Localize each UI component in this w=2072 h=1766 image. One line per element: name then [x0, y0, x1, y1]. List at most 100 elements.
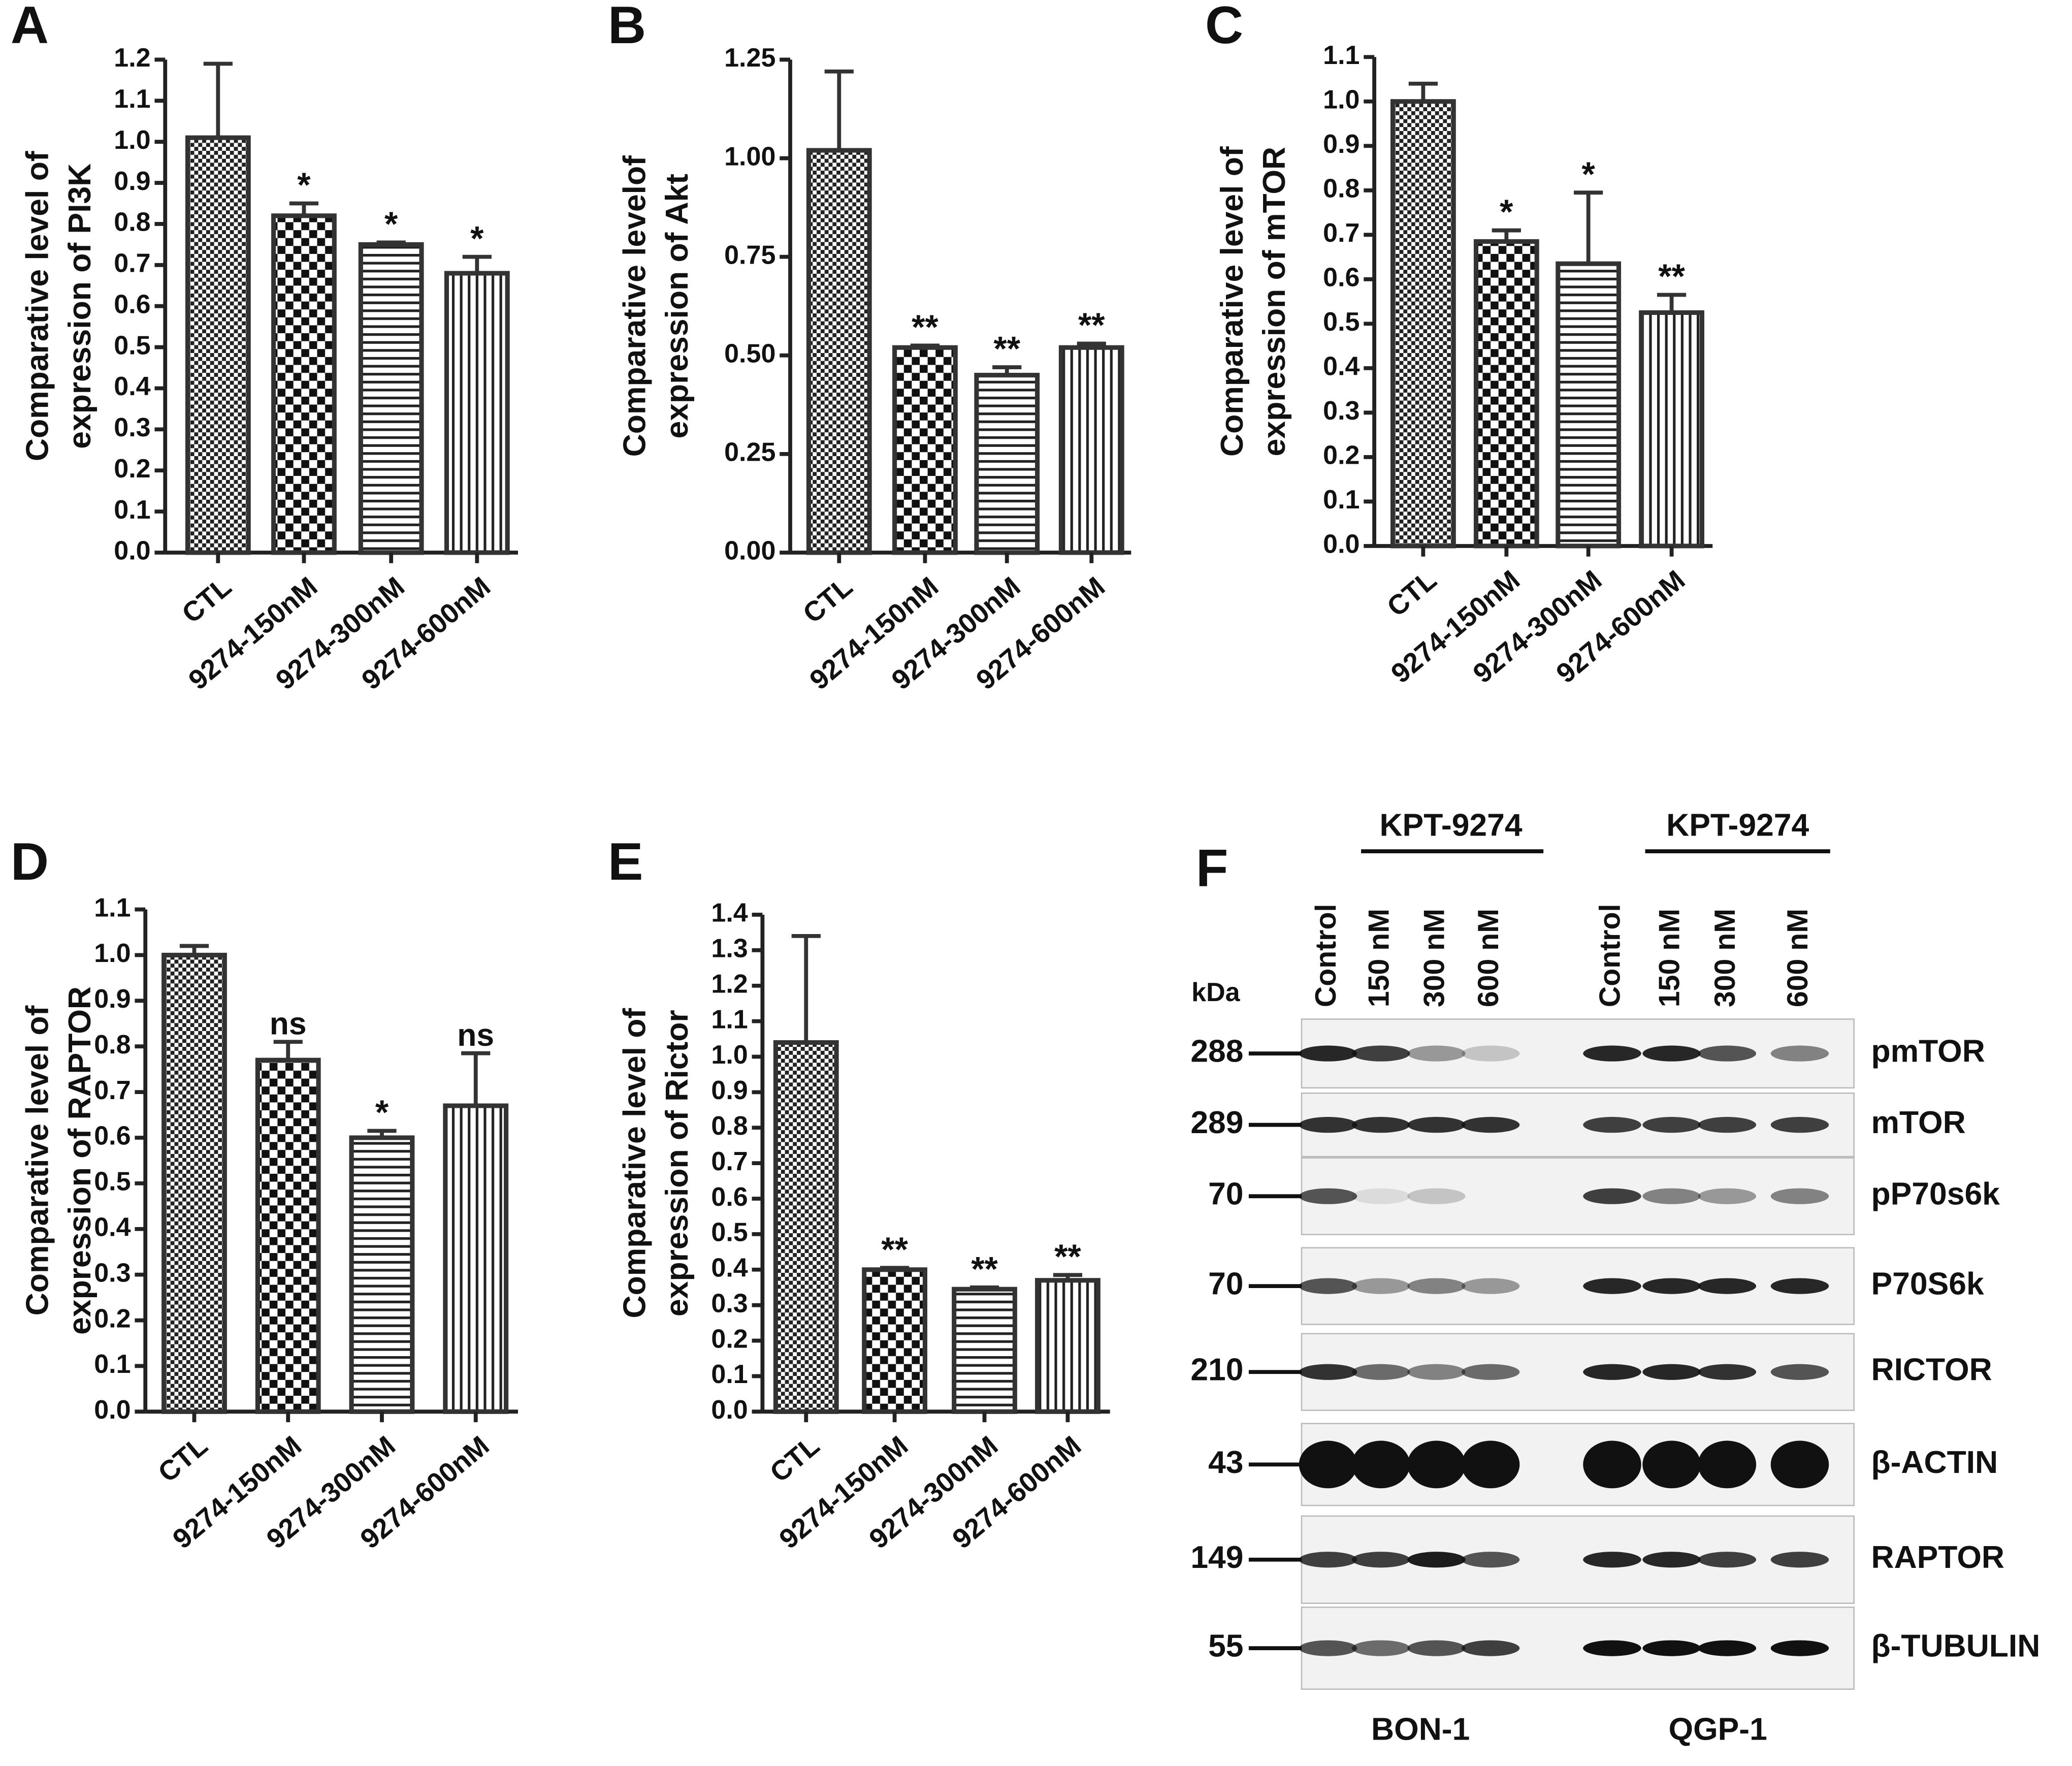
significance-label: * — [1581, 155, 1595, 194]
blot-band — [1698, 1640, 1757, 1656]
blot-band — [1407, 1552, 1466, 1568]
blot-band — [1299, 1440, 1357, 1489]
y-tick-label: 0.4 — [94, 1213, 131, 1242]
y-axis-label: expression of mTOR — [1256, 147, 1292, 457]
bar — [1639, 310, 1704, 549]
y-tick-label: 0.7 — [711, 1147, 748, 1176]
blot-band — [1698, 1045, 1757, 1062]
bar — [773, 1040, 839, 1414]
blot-band — [1583, 1552, 1641, 1568]
y-axis-label: Comparative level of — [1214, 146, 1250, 457]
blot-band — [1770, 1188, 1829, 1204]
y-tick-label: 0.7 — [94, 1076, 131, 1105]
y-tick-label: 0.7 — [1323, 218, 1359, 248]
y-tick-label: 0.25 — [724, 438, 775, 467]
y-tick-label: 0.3 — [94, 1258, 131, 1288]
kda-label: kDa — [1191, 978, 1241, 1007]
blot-band — [1770, 1117, 1829, 1133]
blot-band — [1407, 1364, 1466, 1380]
lane-label: 300 nM — [1418, 909, 1451, 1007]
y-axis-label: expression of Rictor — [659, 1010, 695, 1317]
y-tick-label: 0.5 — [1323, 307, 1359, 337]
significance-label: ns — [270, 1006, 307, 1041]
y-tick-label: 0.2 — [94, 1304, 131, 1333]
bar — [806, 148, 872, 555]
protein-label: mTOR — [1871, 1105, 1965, 1140]
blot-band — [1642, 1552, 1701, 1568]
bar — [952, 1287, 1017, 1414]
blot-band — [1299, 1117, 1357, 1133]
y-tick-label: 0.2 — [711, 1324, 748, 1354]
blot-band — [1642, 1440, 1701, 1489]
y-tick-label: 0.9 — [1323, 130, 1359, 159]
significance-label: ** — [1078, 306, 1105, 344]
y-tick-label: 0.3 — [114, 413, 150, 442]
bar — [862, 1267, 927, 1414]
protein-label: pmTOR — [1871, 1034, 1985, 1069]
lane-label: 600 nM — [1472, 909, 1505, 1007]
lane-label: Control — [1594, 904, 1627, 1007]
blot-band — [1407, 1045, 1466, 1062]
y-tick-label: 0.4 — [1323, 352, 1359, 381]
y-tick-label: 0.8 — [94, 1030, 131, 1059]
panel-label: E — [608, 832, 643, 891]
y-tick-label: 0.6 — [94, 1121, 131, 1151]
y-tick-label: 0.6 — [1323, 263, 1359, 293]
y-tick-label: 1.1 — [94, 893, 131, 922]
protein-label: β-TUBULIN — [1871, 1628, 2040, 1664]
y-tick-label: 1.0 — [114, 125, 150, 155]
lane-label: 150 nM — [1363, 909, 1395, 1007]
bar — [892, 345, 958, 555]
blot-band — [1407, 1117, 1466, 1133]
y-tick-label: 1.1 — [1323, 41, 1359, 70]
y-tick-label: 1.0 — [711, 1040, 748, 1070]
y-tick-label: 1.00 — [724, 142, 775, 171]
y-tick-label: 0.5 — [114, 331, 150, 360]
x-tick-label: CTL — [176, 571, 238, 629]
blot-band — [1299, 1364, 1357, 1380]
blot-band — [1698, 1278, 1757, 1294]
blot-band — [1461, 1364, 1520, 1380]
lane-label: 300 nM — [1709, 909, 1741, 1007]
protein-label: pP70s6k — [1871, 1176, 2000, 1212]
y-tick-label: 0.1 — [114, 495, 150, 525]
y-tick-label: 0.2 — [114, 454, 150, 484]
blot-band — [1461, 1552, 1520, 1568]
significance-label: ** — [881, 1231, 908, 1269]
bar — [161, 952, 227, 1414]
bar — [185, 135, 251, 555]
significance-label: ** — [993, 330, 1020, 368]
x-tick-label: CTL — [1381, 564, 1443, 623]
blot-band — [1583, 1045, 1641, 1062]
kda-value: 55 — [1208, 1628, 1243, 1664]
blot-band — [1583, 1188, 1641, 1204]
y-tick-label: 0.4 — [114, 372, 150, 401]
blot-band — [1299, 1278, 1357, 1294]
protein-label: β-ACTIN — [1871, 1444, 1998, 1480]
y-tick-label: 0.8 — [114, 208, 150, 237]
y-tick-label: 0.5 — [711, 1218, 748, 1247]
panel-label: C — [1205, 0, 1243, 55]
blot-band — [1351, 1045, 1410, 1062]
blot-band — [1351, 1278, 1410, 1294]
blot-band — [1698, 1552, 1757, 1568]
bar — [974, 373, 1040, 555]
y-tick-label: 0.0 — [114, 536, 150, 566]
kda-value: 288 — [1190, 1034, 1243, 1069]
y-axis-label: Comparative levelof — [617, 155, 653, 457]
y-axis-label: expression of Akt — [659, 174, 695, 439]
blot-band — [1461, 1278, 1520, 1294]
blot-membrane — [1301, 1157, 1855, 1235]
y-tick-label: 0.9 — [114, 167, 150, 196]
y-tick-label: 0.50 — [724, 339, 775, 369]
y-axis-label: expression of RAPTOR — [62, 986, 98, 1335]
blot-band — [1299, 1552, 1357, 1568]
y-tick-label: 1.4 — [711, 898, 748, 928]
panel-label: B — [608, 0, 646, 55]
y-tick-label: 0.6 — [114, 290, 150, 319]
blot-band — [1698, 1364, 1757, 1380]
cell-line-label: QGP-1 — [1669, 1712, 1767, 1747]
blot-band — [1351, 1188, 1410, 1204]
y-tick-label: 1.3 — [711, 934, 748, 964]
blot-band — [1351, 1640, 1410, 1656]
